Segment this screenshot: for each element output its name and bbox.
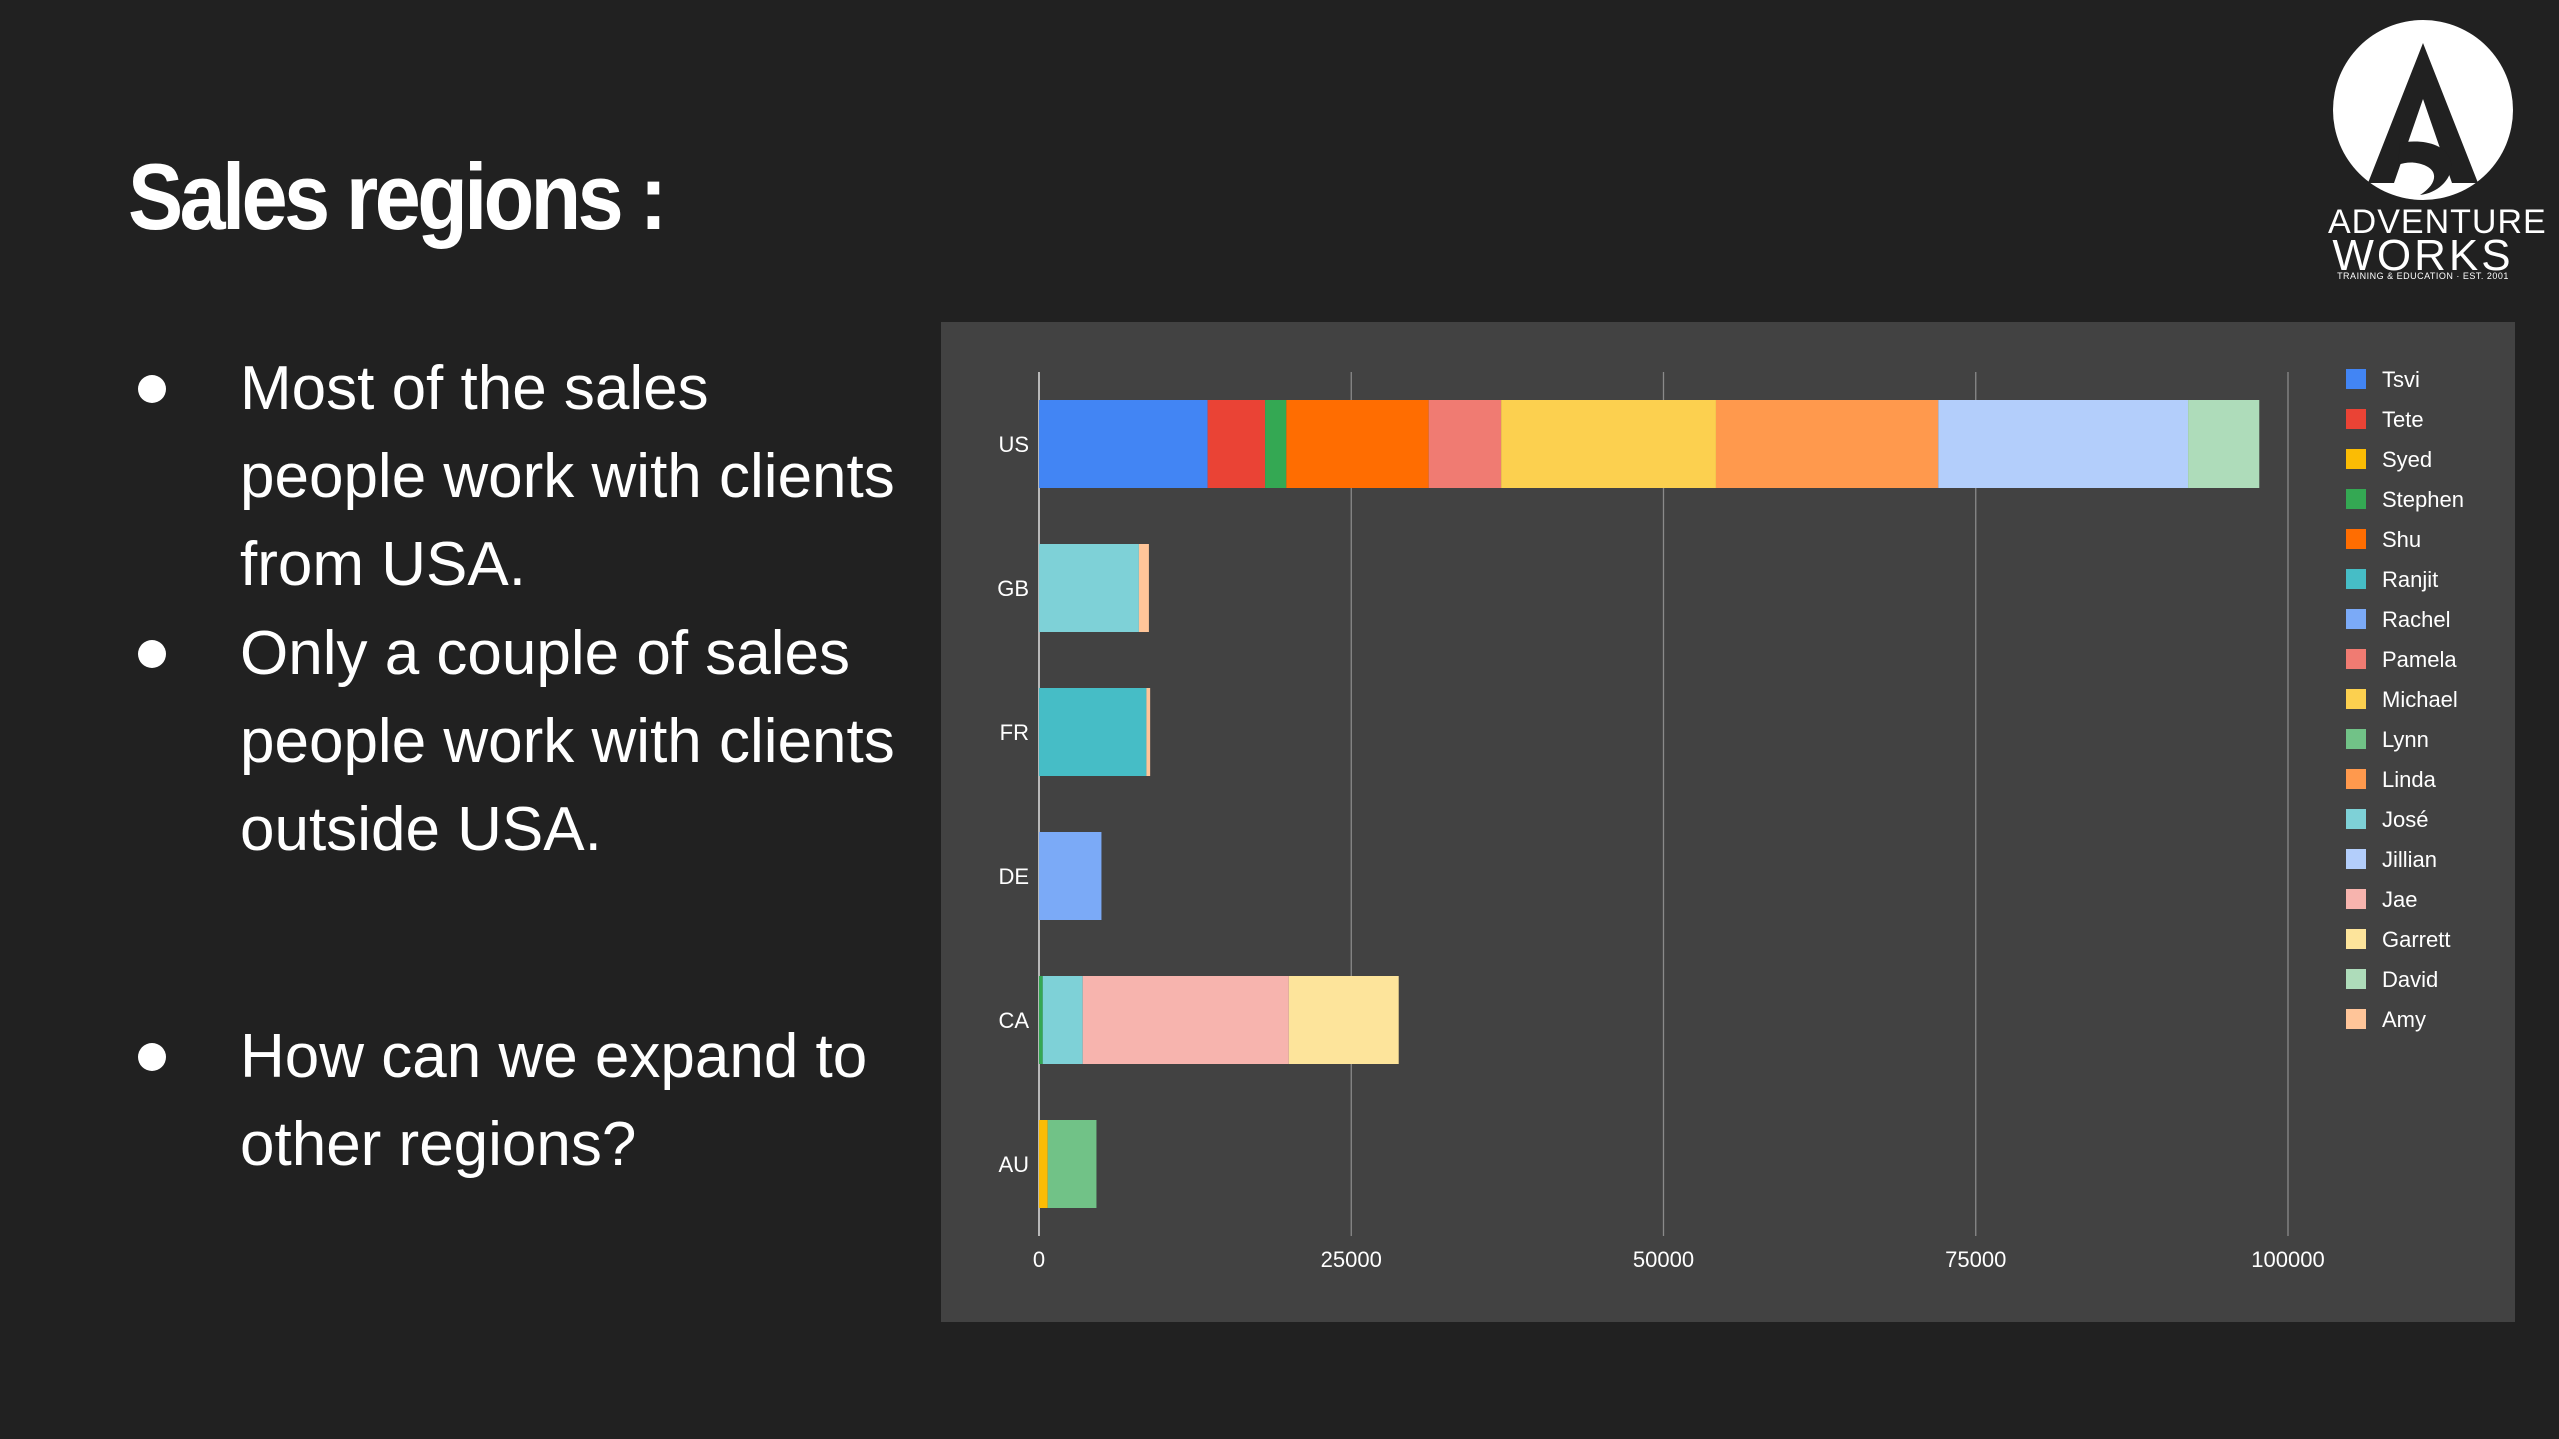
bar-segment xyxy=(1082,976,1289,1064)
bar-segment xyxy=(1039,1120,1048,1208)
y-tick-label: US xyxy=(998,432,1029,457)
legend-swatch xyxy=(2346,569,2366,590)
legend-label: Shu xyxy=(2382,527,2422,552)
legend-label: Garrett xyxy=(2382,927,2451,952)
x-tick-label: 25000 xyxy=(1321,1247,1382,1272)
legend-item: Ranjit xyxy=(2346,568,2506,592)
legend-item: Lynn xyxy=(2346,728,2506,752)
legend-swatch xyxy=(2346,649,2366,670)
legend-swatch xyxy=(2346,1009,2366,1030)
company-logo: ADVENTURE WORKS TRAINING & EDUCATION · E… xyxy=(2328,15,2547,285)
bar-segment xyxy=(1039,832,1102,920)
logo-line-1: ADVENTURE xyxy=(2328,203,2547,241)
legend-swatch xyxy=(2346,729,2366,750)
legend-label: Syed xyxy=(2382,447,2433,472)
legend-label: David xyxy=(2382,967,2439,992)
bullet-dot-icon xyxy=(138,640,166,668)
bar-segment xyxy=(1501,400,1716,488)
legend-swatch xyxy=(2346,609,2366,630)
legend-swatch xyxy=(2346,809,2366,830)
y-tick-label: CA xyxy=(998,1008,1029,1033)
y-tick-label: FR xyxy=(1000,720,1029,745)
legend-swatch xyxy=(2346,369,2366,390)
legend-label: Amy xyxy=(2382,1007,2426,1032)
sales-region-chart: 0 25000 50000 75000 100000 US GB FR DE CA AU Tsvi T… xyxy=(941,322,2515,1322)
x-tick-label: 0 xyxy=(1033,1247,1045,1272)
bar-segment xyxy=(2188,400,2260,488)
bar-segment xyxy=(1428,400,1502,488)
bar-segment xyxy=(1288,976,1399,1064)
legend-item: Pamela xyxy=(2346,648,2506,672)
legend-item: Michael xyxy=(2346,688,2506,712)
legend-label: Tsvi xyxy=(2382,367,2420,392)
bullet-text: Only a couple of sales people work with … xyxy=(240,619,895,864)
bar-segment xyxy=(1042,976,1083,1064)
bar-segment xyxy=(1047,1120,1097,1208)
legend-item: Tete xyxy=(2346,408,2506,432)
legend-item: Linda xyxy=(2346,768,2506,792)
legend-swatch xyxy=(2346,769,2366,790)
x-tick-label: 50000 xyxy=(1633,1247,1694,1272)
legend-swatch xyxy=(2346,489,2366,510)
bar-segment xyxy=(1938,400,2189,488)
y-tick-label: GB xyxy=(997,576,1029,601)
bar-segment xyxy=(1138,544,1149,632)
legend-label: Jillian xyxy=(2382,847,2438,872)
bar-segment xyxy=(1039,688,1147,776)
legend-item: Syed xyxy=(2346,448,2506,472)
legend-label: Rachel xyxy=(2382,607,2451,632)
legend-swatch xyxy=(2346,889,2366,910)
legend-swatch xyxy=(2346,929,2366,950)
bullet-dot-icon xyxy=(138,375,166,403)
legend-swatch xyxy=(2346,409,2366,430)
bullet-dot-icon xyxy=(138,1043,166,1071)
bar-segment xyxy=(1715,400,1939,488)
bullet-text: How can we expand to other regions? xyxy=(240,1022,868,1179)
bar-segment xyxy=(1286,400,1429,488)
legend-label: Pamela xyxy=(2382,647,2457,672)
legend-item: Jae xyxy=(2346,888,2506,912)
x-tick-label: 75000 xyxy=(1945,1247,2006,1272)
legend-label: Ranjit xyxy=(2382,567,2439,592)
legend-swatch xyxy=(2346,849,2366,870)
bar-segment xyxy=(1207,400,1266,488)
x-tick-label: 100000 xyxy=(2251,1247,2324,1272)
legend-item: David xyxy=(2346,968,2506,992)
legend-item: Shu xyxy=(2346,528,2506,552)
bar-segment xyxy=(1039,544,1139,632)
legend-swatch xyxy=(2346,689,2366,710)
legend-swatch xyxy=(2346,449,2366,470)
legend-label: Jae xyxy=(2382,887,2418,912)
legend-item: Amy xyxy=(2346,1008,2506,1032)
bar-segment xyxy=(1039,976,1043,1064)
logo-tagline: TRAINING & EDUCATION · EST. 2001 xyxy=(2337,271,2509,281)
legend-item: José xyxy=(2346,808,2506,832)
legend-item: Jillian xyxy=(2346,848,2506,872)
legend-swatch xyxy=(2346,969,2366,990)
bar-segment xyxy=(1146,688,1151,776)
legend-item: Tsvi xyxy=(2346,368,2506,392)
bar-segment xyxy=(1039,400,1208,488)
legend-item: Stephen xyxy=(2346,488,2506,512)
legend-item: Garrett xyxy=(2346,928,2506,952)
legend-label: Lynn xyxy=(2382,727,2429,752)
legend-label: Tete xyxy=(2382,407,2424,432)
adventure-works-logo-icon xyxy=(2333,20,2513,200)
chart-plot-area: 0 25000 50000 75000 100000 US GB FR DE CA AU xyxy=(997,372,2325,1272)
legend-item: Rachel xyxy=(2346,608,2506,632)
legend-swatch xyxy=(2346,529,2366,550)
bullet-text: Most of the sales people work with clien… xyxy=(240,354,895,599)
y-tick-label: DE xyxy=(998,864,1029,889)
y-tick-label: AU xyxy=(998,1152,1029,1177)
slide-title: Sales regions : xyxy=(128,144,667,249)
legend-label: José xyxy=(2382,807,2429,832)
bar-segment xyxy=(1265,400,1287,488)
legend-label: Stephen xyxy=(2382,487,2464,512)
logo-line-2: WORKS xyxy=(2332,231,2514,280)
legend-label: Linda xyxy=(2382,767,2436,792)
legend-label: Michael xyxy=(2382,687,2458,712)
